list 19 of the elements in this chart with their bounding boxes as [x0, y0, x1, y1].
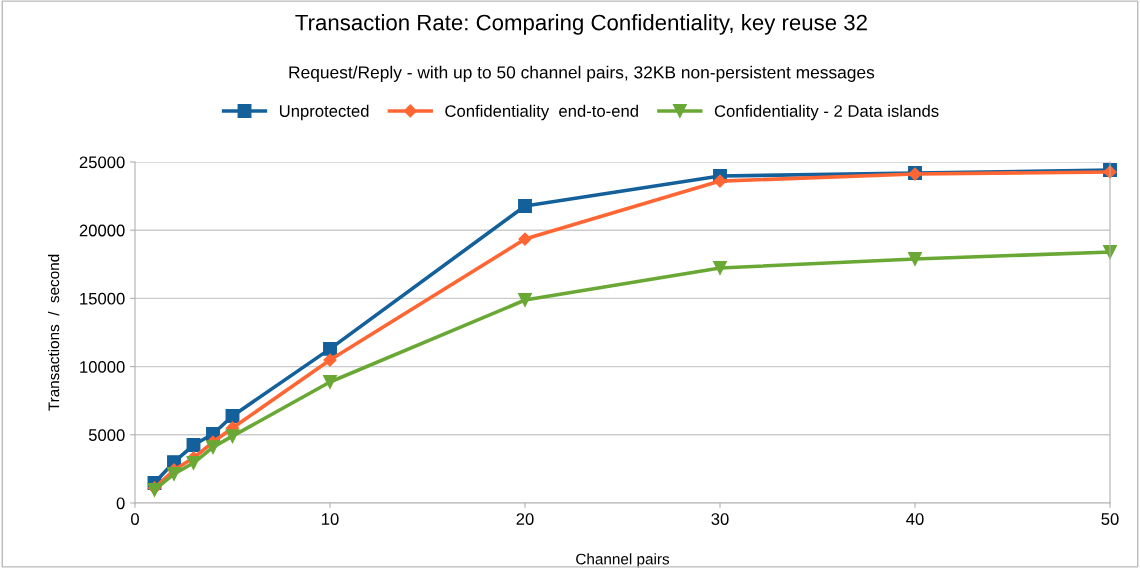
legend-label: Confidentiality end-to-end: [445, 104, 638, 121]
x-tick-label: 40: [906, 513, 924, 525]
x-tick-label: 50: [1101, 513, 1119, 525]
y-tick-label: 10000: [80, 361, 125, 373]
y-tick-label: 5000: [88, 429, 125, 441]
chart-subtitle: Request/Reply - with up to 50 channel pairs, 32KB non-persistent messages: [289, 65, 875, 82]
x-tick-label: 10: [322, 513, 339, 525]
y-axis-title: Transactions / second: [48, 254, 60, 411]
y-tick-label: 20000: [79, 224, 125, 237]
y-tick-label: 0: [116, 497, 125, 510]
x-tick-label: 30: [711, 513, 729, 525]
chart-title: Transaction Rate: Comparing Confidentiality, key reuse 32: [295, 14, 867, 35]
legend-label: Unprotected: [279, 104, 369, 121]
y-tick-label: 25000: [79, 156, 125, 169]
y-tick-label: 15000: [80, 292, 125, 305]
x-axis-title: Channel pairs: [576, 553, 670, 568]
x-tick-label: 0: [131, 513, 139, 525]
legend-label: Confidentiality - 2 Data islands: [714, 104, 939, 121]
x-tick-label: 20: [516, 513, 534, 525]
